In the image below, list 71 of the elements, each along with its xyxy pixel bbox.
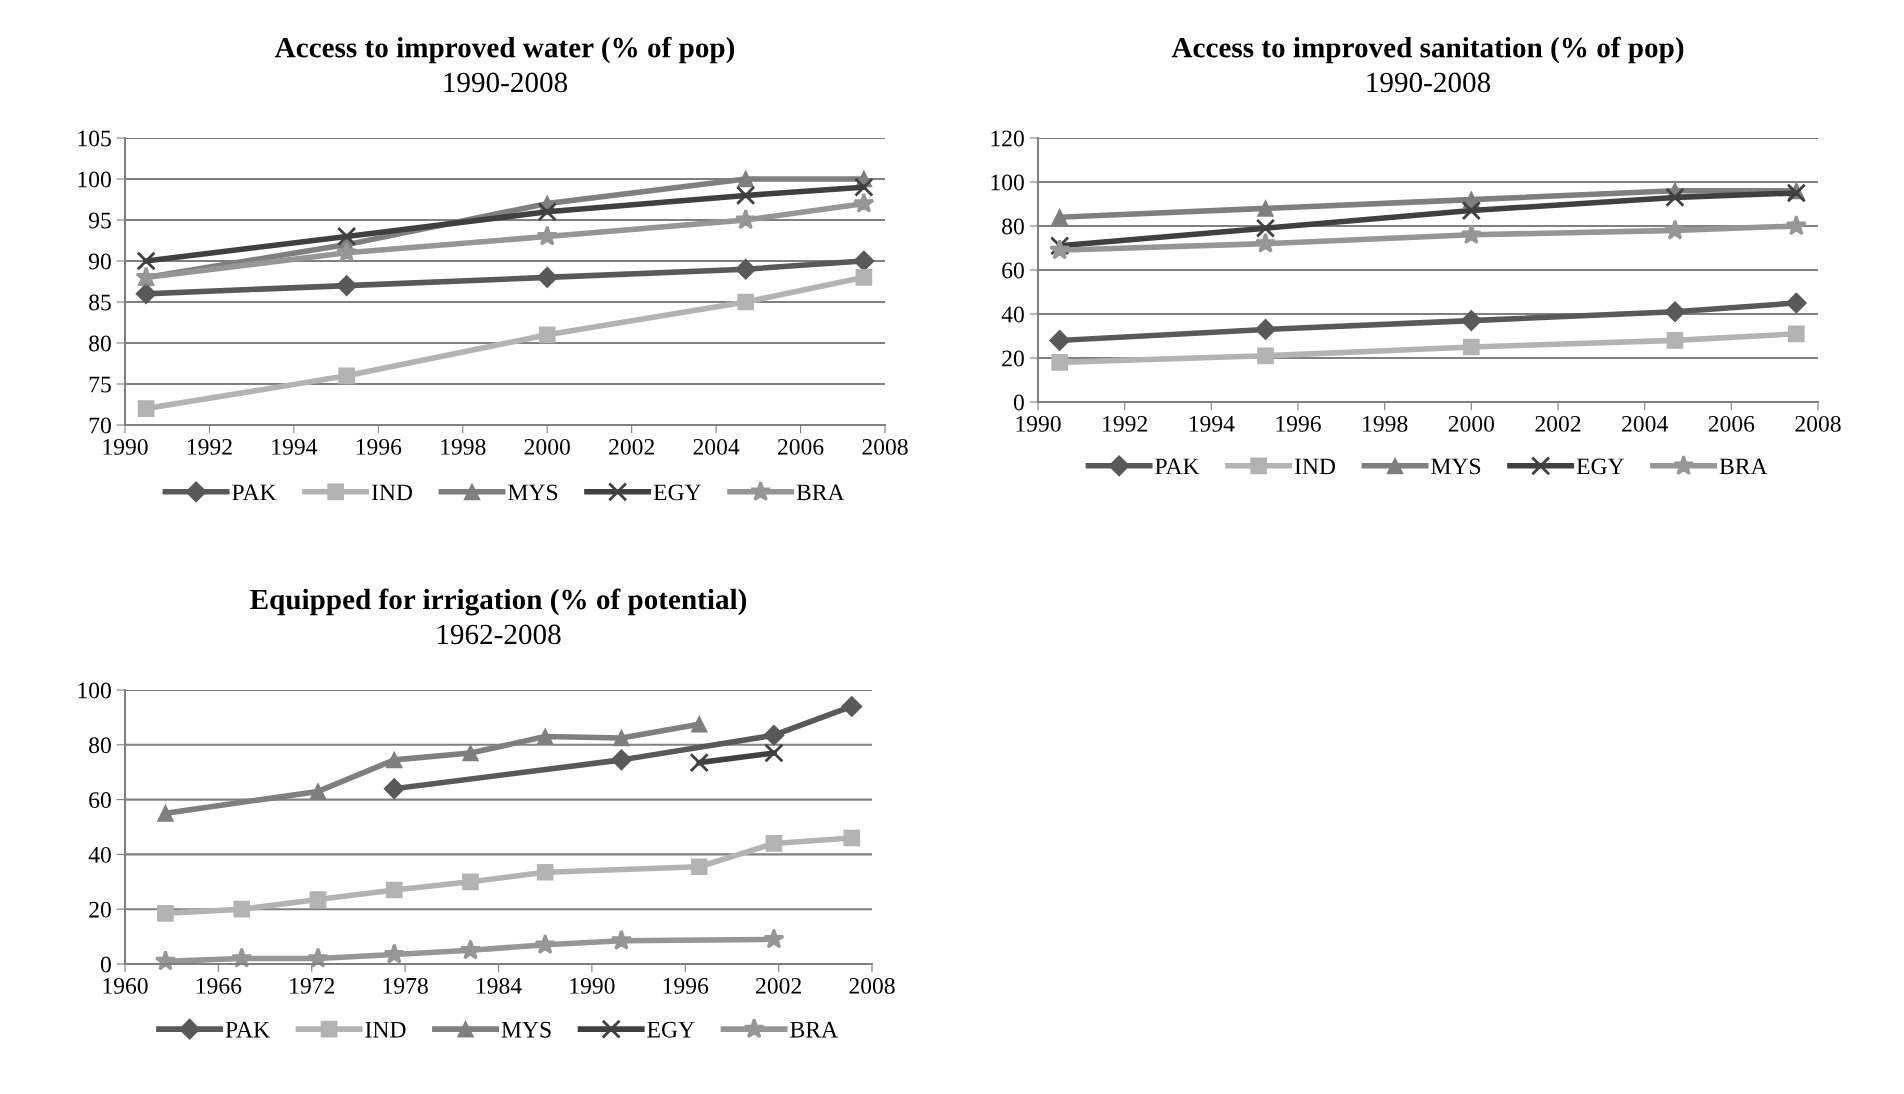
legend-label: EGY	[647, 1021, 695, 1038]
chart-title: Equipped for irrigation (% of potential)	[250, 588, 747, 616]
x-tick-label: 1996	[356, 438, 402, 455]
y-tick-label: 85	[89, 294, 111, 311]
x-tick-label: 2002	[756, 977, 801, 994]
legend-label: IND	[1294, 458, 1336, 475]
legend-label: PAK	[225, 1021, 270, 1038]
chart-title: Access to improved water (% of pop)	[274, 36, 735, 64]
y-tick-label: 0	[1013, 394, 1024, 411]
legend-label: MYS	[501, 1021, 551, 1038]
x-tick-label: 2008	[849, 977, 895, 994]
y-tick-label: 100	[78, 682, 111, 699]
legend-label: PAK	[1155, 458, 1200, 475]
chart-subtitle: 1990-2008	[1367, 72, 1491, 93]
x-tick-label: 1972	[290, 977, 335, 994]
x-tick-label: 1990	[103, 438, 148, 455]
legend-label: EGY	[1576, 458, 1624, 475]
x-tick-label: 2006	[777, 438, 824, 455]
x-tick-label: 1998	[1363, 415, 1408, 432]
y-tick-label: 90	[88, 253, 111, 270]
x-tick-label: 1984	[476, 977, 522, 994]
y-tick-label: 100	[78, 171, 111, 188]
x-tick-label: 2008	[1795, 415, 1841, 432]
x-tick-label: 2006	[1708, 415, 1755, 432]
y-tick-label: 60	[1002, 262, 1024, 279]
legend-label: PAK	[232, 484, 277, 501]
chart-title: Access to improved sanitation (% of pop)	[1171, 36, 1684, 64]
y-tick-label: 40	[1001, 306, 1024, 323]
x-tick-label: 2000	[524, 438, 570, 455]
x-tick-label: 1966	[196, 977, 242, 994]
y-tick-label: 105	[78, 130, 111, 147]
y-tick-label: 20	[89, 901, 111, 918]
x-tick-label: 1960	[103, 977, 148, 994]
x-tick-label: 1998	[441, 438, 486, 455]
y-tick-label: 80	[89, 737, 111, 754]
legend-label: IND	[371, 484, 413, 501]
y-tick-label: 95	[88, 212, 111, 229]
chart-subtitle: 1962-2008	[437, 624, 561, 645]
x-tick-label: 1990	[1016, 415, 1061, 432]
chart-subtitle: 1990-2008	[444, 72, 568, 93]
legend-label: MYS	[508, 484, 558, 501]
legend-label: EGY	[653, 484, 701, 501]
legend-label: BRA	[790, 1021, 838, 1038]
x-tick-label: 2004	[693, 438, 740, 455]
x-tick-label: 1978	[383, 977, 428, 994]
x-tick-label: 1992	[1103, 415, 1147, 432]
x-tick-label: 1990	[570, 977, 615, 994]
x-tick-label: 2000	[1448, 415, 1495, 432]
x-tick-label: 2004	[1622, 415, 1668, 432]
x-tick-label: 1992	[187, 438, 232, 455]
y-tick-label: 0	[100, 956, 111, 973]
y-tick-label: 60	[89, 792, 111, 809]
y-tick-label: 80	[89, 335, 111, 352]
x-tick-label: 2002	[1535, 415, 1581, 432]
y-tick-label: 80	[1002, 218, 1024, 235]
y-tick-label: 75	[89, 376, 111, 393]
x-tick-label: 2008	[862, 438, 908, 455]
x-tick-label: 2002	[609, 438, 654, 455]
legend-label: BRA	[796, 484, 845, 501]
x-tick-label: 1994	[1189, 415, 1235, 432]
legend-label: IND	[365, 1021, 406, 1038]
y-tick-label: 120	[991, 130, 1024, 147]
x-tick-label: 1996	[1276, 415, 1321, 432]
x-tick-label: 1994	[272, 438, 318, 455]
y-tick-label: 100	[991, 174, 1024, 191]
x-tick-label: 1996	[663, 977, 709, 994]
legend-label: MYS	[1431, 458, 1481, 475]
y-tick-label: 70	[89, 417, 111, 434]
y-tick-label: 40	[88, 846, 111, 863]
legend-label: BRA	[1719, 458, 1768, 475]
y-tick-label: 20	[1002, 350, 1024, 367]
